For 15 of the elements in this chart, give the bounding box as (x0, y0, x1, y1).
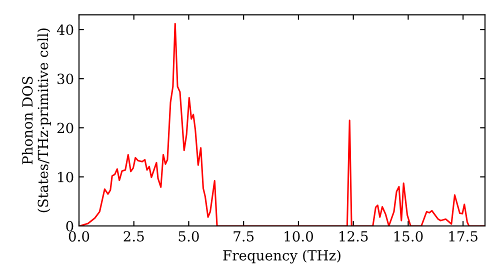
x-tick-label: 5.0 (178, 231, 199, 242)
y-tick-label: 20 (57, 122, 74, 134)
x-tick-label: 2.5 (124, 231, 144, 242)
x-tick-label: 17.5 (449, 231, 478, 242)
x-axis-title: Frequency (THz) (223, 250, 340, 264)
y-tick-label: 10 (58, 172, 74, 182)
y-tick-label: 40 (56, 24, 74, 36)
y-tick-label: 30 (58, 74, 74, 84)
y-axis-title: Phonon DOS (States/THz·primitive cell) (22, 28, 51, 212)
x-tick-label: 15.0 (394, 231, 423, 242)
x-tick-label: 12.5 (340, 231, 368, 242)
x-tick-label: 0.0 (68, 231, 90, 242)
x-tick-label: 7.5 (234, 231, 254, 242)
x-tick-label: 10.0 (284, 231, 313, 242)
y-tick-label: 0 (66, 220, 74, 232)
